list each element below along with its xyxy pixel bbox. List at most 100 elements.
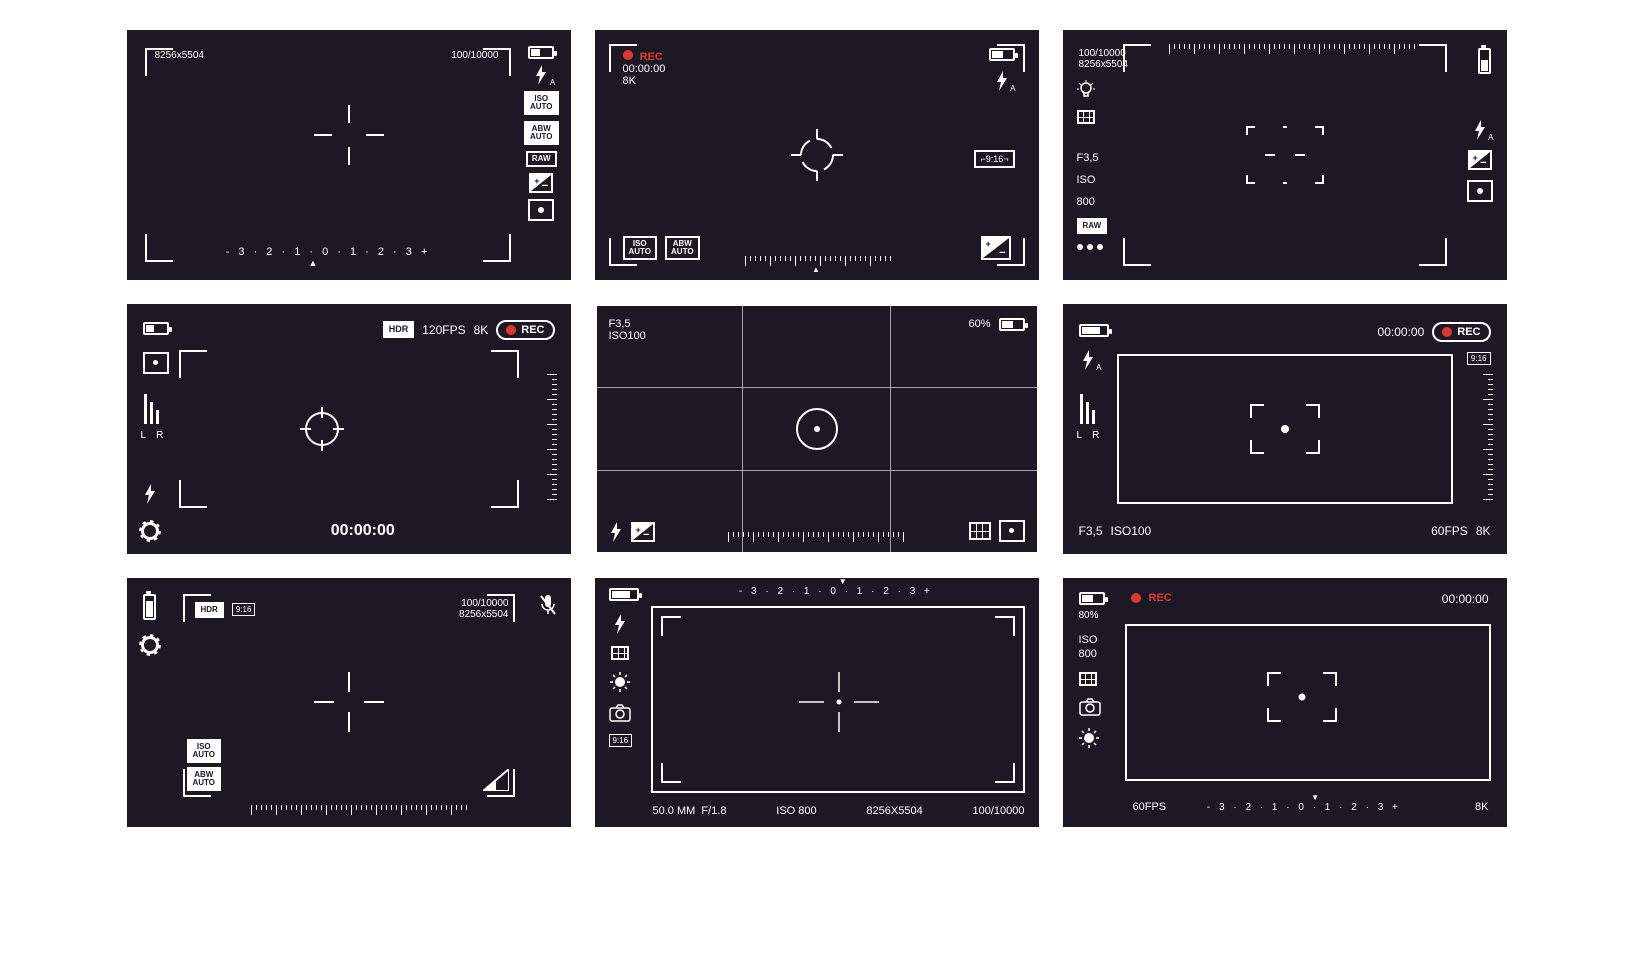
resolution-text: 8256x5504 xyxy=(155,50,205,61)
timecode-text: 00:00:00 xyxy=(623,63,666,75)
bottom-info-row: 50.0 MM F/1.8 ISO 800 8256X5504 100/1000… xyxy=(653,805,1025,817)
timecode-text: 00:00:00 xyxy=(1378,325,1425,339)
shutter-text: 100/10000 xyxy=(972,805,1024,817)
format-text: 8K xyxy=(1476,524,1491,538)
focus-brackets xyxy=(1267,672,1337,722)
timecode-text: 00:00:00 xyxy=(1442,592,1489,606)
rec-pill[interactable]: REC xyxy=(1432,322,1490,342)
format-text: 8K xyxy=(623,75,636,87)
sun-icon[interactable] xyxy=(1079,728,1099,748)
iso-auto-badge[interactable]: ISOAUTO xyxy=(524,91,559,115)
camera-icon[interactable] xyxy=(609,704,631,722)
abw-auto-badge[interactable]: ABWAUTO xyxy=(665,236,700,260)
aperture-text: F3,5 xyxy=(1077,152,1099,164)
aperture-text: F3,5 xyxy=(1079,524,1103,538)
viewfinder-6: 00:00:00 REC A 9:16 LR F3,5 ISO100 60FPS… xyxy=(1063,304,1507,554)
iso-value: 800 xyxy=(1079,648,1097,660)
viewfinder-1: 8256x5504 100/10000 A ISOAUTO ABWAUTO RA… xyxy=(127,30,571,280)
flash-icon[interactable] xyxy=(609,522,623,542)
grid-icon[interactable] xyxy=(969,522,991,540)
viewfinder-3: 100/10000 8256x5504 F3,5 ISO 800 RAW A +… xyxy=(1063,30,1507,280)
viewfinder-4: HDR 120FPS 8K REC LR 00:00:00 xyxy=(127,304,571,554)
settings-icon[interactable] xyxy=(141,636,159,654)
ruler-right xyxy=(1483,374,1493,504)
hdr-badge[interactable]: HDR xyxy=(383,321,415,338)
flash-icon[interactable] xyxy=(613,614,627,634)
mic-mute-icon[interactable] xyxy=(539,594,557,616)
iso-text: ISO100 xyxy=(609,330,646,342)
ruler-right xyxy=(547,374,557,504)
menu-dots-icon[interactable] xyxy=(1077,244,1103,250)
battery-icon xyxy=(989,48,1015,61)
exposure-comp-icon[interactable]: +− xyxy=(1468,150,1492,170)
ruler-bottom xyxy=(251,805,471,815)
fps-text: 120FPS xyxy=(422,323,465,337)
resolution-text: 8256x5504 xyxy=(1079,59,1129,70)
grid-icon[interactable] xyxy=(1079,672,1097,686)
shutter-text: 100/10000 xyxy=(461,598,508,609)
aspect-badge[interactable]: 9:16 xyxy=(232,603,256,616)
bottom-badges: ISOAUTO ABWAUTO xyxy=(623,236,700,260)
left-icon-column: 9:16 xyxy=(609,614,633,747)
camera-icon[interactable] xyxy=(1079,698,1101,716)
audio-level xyxy=(1080,394,1095,424)
flash-icon[interactable] xyxy=(143,484,157,504)
left-icon-column-lower: ISOAUTO ABWAUTO xyxy=(187,739,222,791)
iso-auto-badge[interactable]: ISOAUTO xyxy=(187,739,222,763)
grid-icon[interactable] xyxy=(1077,110,1095,124)
focus-sight xyxy=(314,105,384,165)
ev-scale: - 3 · 2 · 1 · 0 · 1 · 2 · 3 + xyxy=(226,246,431,258)
abw-auto-badge[interactable]: ABWAUTO xyxy=(187,767,222,791)
top-left-badges: HDR 9:16 xyxy=(195,602,256,618)
grid-icon[interactable] xyxy=(611,646,629,660)
abw-auto-badge[interactable]: ABWAUTO xyxy=(524,121,559,145)
battery-icon xyxy=(143,594,156,620)
aspect-badge[interactable]: 9:16 xyxy=(609,734,633,747)
ruler-bottom xyxy=(728,532,908,542)
exposure-comp-icon[interactable]: +− xyxy=(981,236,1011,260)
flash-icon[interactable]: A xyxy=(1473,120,1487,140)
record-dot-icon[interactable] xyxy=(1467,180,1493,202)
flash-icon[interactable]: A xyxy=(995,71,1009,91)
grid-overlay xyxy=(595,304,1039,554)
viewfinder-8: - 3 · 2 · 1 · 0 · 1 · 2 · 3 + ▼ 9:16 50.… xyxy=(595,578,1039,828)
flash-icon[interactable]: A xyxy=(534,65,548,85)
raw-badge[interactable]: RAW xyxy=(526,151,557,167)
record-dot-icon[interactable] xyxy=(999,520,1025,542)
viewfinder-9: REC 80% 00:00:00 ISO 800 60FPS - 3 · 2 ·… xyxy=(1063,578,1507,828)
ev-pointer: ▲ xyxy=(309,258,318,268)
hdr-badge[interactable]: HDR xyxy=(195,602,224,618)
left-icon-column: ISO 800 xyxy=(1079,634,1101,748)
viewfinder-2: REC 00:00:00 8K A ⌐9:16¬ ISOAUTO ABWAUTO… xyxy=(595,30,1039,280)
rec-pill[interactable]: REC xyxy=(496,320,554,340)
format-text: 8K xyxy=(474,323,489,337)
battery-icon xyxy=(1478,48,1491,74)
format-text: 8K xyxy=(1475,801,1488,813)
resolution-text: 8256X5504 xyxy=(866,805,922,817)
iso-text: ISO 800 xyxy=(776,805,816,817)
aspect-badge[interactable]: ⌐9:16¬ xyxy=(974,150,1014,168)
aperture-text: F3,5 xyxy=(609,318,631,330)
record-dot-icon[interactable] xyxy=(528,199,554,221)
battery-icon xyxy=(143,322,169,335)
record-dot-icon[interactable] xyxy=(143,352,169,374)
bulb-icon[interactable] xyxy=(1077,80,1095,100)
iso-label: ISO xyxy=(1079,634,1098,646)
right-icon-column: A +− xyxy=(1467,120,1493,202)
ruler-top xyxy=(1169,44,1419,54)
sun-icon[interactable] xyxy=(610,672,630,692)
flash-icon[interactable]: A xyxy=(1081,350,1095,370)
raw-badge[interactable]: RAW xyxy=(1077,218,1108,234)
outer-frame xyxy=(651,606,1025,794)
settings-icon[interactable] xyxy=(141,522,159,540)
viewfinder-grid: 8256x5504 100/10000 A ISOAUTO ABWAUTO RA… xyxy=(127,30,1507,827)
iso-auto-badge[interactable]: ISOAUTO xyxy=(623,236,658,260)
aspect-badge[interactable]: 9:16 xyxy=(1467,352,1491,365)
exposure-comp-icon[interactable]: +− xyxy=(529,173,553,193)
focus-sight-circle xyxy=(791,129,843,181)
exposure-comp-icon[interactable]: +− xyxy=(631,522,655,542)
battery-icon xyxy=(999,318,1025,331)
rec-label: REC xyxy=(1149,592,1172,604)
focus-sight xyxy=(314,672,384,732)
exposure-triangle-icon[interactable] xyxy=(483,769,509,791)
